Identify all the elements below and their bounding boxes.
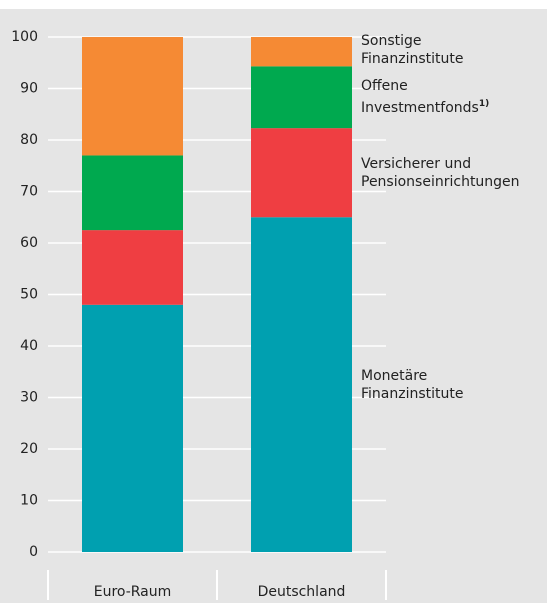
bar-segment [82, 230, 183, 305]
y-tick-label: 0 [29, 544, 38, 560]
y-tick-label: 30 [20, 390, 38, 406]
y-tick-label: 10 [20, 493, 38, 509]
y-tick-label: 50 [20, 287, 38, 303]
x-tick-label: Euro-Raum [94, 584, 172, 600]
legend-text: Versicherer und Pensionseinrichtungen [361, 155, 520, 190]
bar-segment [82, 37, 183, 156]
legend-text: Monetäre Finanzinstitute [361, 367, 464, 402]
y-tick-label: 100 [11, 29, 38, 45]
y-tick-label: 90 [20, 81, 38, 97]
bar-segment [82, 155, 183, 231]
legend-label: Monetäre Finanzinstitute [361, 367, 464, 403]
bar-segment [251, 37, 352, 67]
bar-segment [251, 128, 352, 218]
y-tick-label: 60 [20, 235, 38, 251]
legend-label: Sonstige Finanzinstitute [361, 32, 464, 68]
bar-segment [82, 304, 183, 552]
footnote-mark: 1) [478, 99, 490, 110]
y-tick-label: 20 [20, 441, 38, 457]
legend-label: Offene Investmentfonds1) [361, 77, 489, 117]
bar-segment [251, 217, 352, 552]
top-band [0, 0, 547, 9]
y-tick-label: 80 [20, 132, 38, 148]
legend-text: Sonstige Finanzinstitute [361, 32, 464, 67]
y-tick-label: 70 [20, 184, 38, 200]
bar-segment [251, 66, 352, 129]
y-tick-label: 40 [20, 338, 38, 354]
legend-label: Versicherer und Pensionseinrichtungen [361, 155, 520, 191]
x-tick-label: Deutschland [258, 584, 346, 600]
legend-text: Offene Investmentfonds [361, 78, 479, 117]
